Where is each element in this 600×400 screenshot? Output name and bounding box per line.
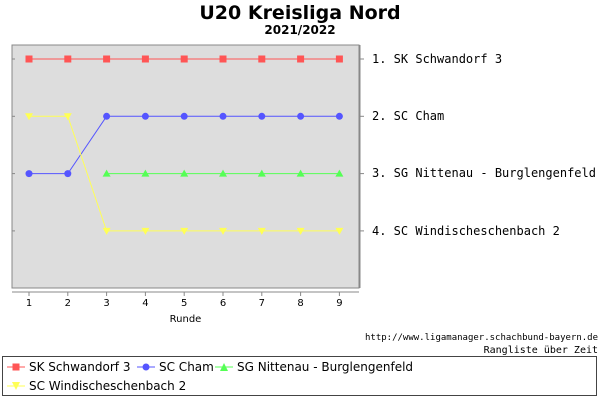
- data-point-sc-windischeschenbach-2: [25, 113, 33, 121]
- legend-circle-marker-icon: [137, 363, 155, 371]
- legend-square-marker-icon: [7, 363, 25, 371]
- data-point-sg-nittenau-burglengenfeld: [296, 169, 305, 177]
- data-point-sg-nittenau-burglengenfeld: [180, 169, 189, 177]
- chart-caption: Rangliste über Zeit: [483, 345, 598, 356]
- data-point-sc-cham: [103, 112, 111, 120]
- line-chart: 1 2 3 4 5 6 7 8 9 Runde: [11, 44, 364, 325]
- legend-item-nittenau: SG Nittenau - Burglengenfeld: [215, 360, 413, 374]
- data-point-sk-schwandorf-3: [297, 55, 305, 63]
- legend-label: SC Windischeschenbach 2: [29, 379, 187, 393]
- data-point-sc-cham: [219, 112, 227, 120]
- x-tick-label: 7: [259, 298, 265, 309]
- data-point-sc-windischeschenbach-2: [102, 227, 111, 235]
- x-tick-label: 2: [65, 298, 71, 309]
- data-point-sc-windischeschenbach-2: [296, 227, 305, 235]
- data-point-sk-schwandorf-3: [219, 55, 227, 63]
- data-point-sc-windischeschenbach-2: [219, 227, 227, 235]
- chart-title: U20 Kreisliga Nord: [199, 2, 401, 24]
- rank-label-4: 4. SC Windischeschenbach 2: [372, 224, 560, 238]
- x-tick-label: 6: [220, 298, 226, 309]
- data-point-sc-cham: [335, 112, 343, 120]
- x-axis-label: Runde: [170, 314, 202, 325]
- data-point-sc-cham: [141, 112, 149, 120]
- legend-item-cham: SC Cham: [137, 360, 214, 374]
- data-point-sg-nittenau-burglengenfeld: [335, 169, 344, 177]
- data-point-sc-cham: [180, 112, 188, 120]
- rank-label-3: 3. SG Nittenau - Burglengenfeld: [372, 166, 596, 180]
- x-tick-label: 1: [26, 298, 32, 309]
- data-point-sk-schwandorf-3: [180, 55, 188, 63]
- legend-triangle-up-marker-icon: [215, 363, 233, 371]
- x-tick-label: 8: [297, 298, 303, 309]
- legend-label: SC Cham: [159, 360, 214, 374]
- legend-item-windischeschenbach: SC Windischeschenbach 2: [7, 379, 186, 393]
- x-tick-label: 5: [181, 298, 187, 309]
- data-point-sc-windischeschenbach-2: [335, 227, 344, 235]
- x-tick-label: 9: [336, 298, 342, 309]
- data-point-sk-schwandorf-3: [258, 55, 266, 63]
- rank-label-1: 1. SK Schwandorf 3: [372, 52, 503, 66]
- data-point-sk-schwandorf-3: [141, 55, 149, 63]
- data-point-sk-schwandorf-3: [25, 55, 33, 63]
- data-point-sc-windischeschenbach-2: [257, 227, 266, 235]
- data-point-sc-cham: [64, 170, 72, 178]
- data-point-sc-cham: [258, 112, 266, 120]
- legend-label: SG Nittenau - Burglengenfeld: [237, 360, 414, 374]
- data-point-sg-nittenau-burglengenfeld: [141, 169, 150, 177]
- legend-triangle-down-marker-icon: [7, 382, 25, 390]
- source-url: http://www.ligamanager.schachbund-bayern…: [365, 333, 598, 343]
- data-point-sg-nittenau-burglengenfeld: [219, 169, 227, 177]
- data-point-sk-schwandorf-3: [335, 55, 343, 63]
- data-point-sc-cham: [297, 112, 305, 120]
- plot-area: [11, 44, 360, 289]
- data-point-sk-schwandorf-3: [103, 55, 111, 63]
- legend-item-schwandorf: SK Schwandorf 3: [7, 360, 130, 374]
- chart-subtitle: 2021/2022: [264, 23, 336, 37]
- data-point-sc-cham: [25, 170, 33, 178]
- data-point-sc-windischeschenbach-2: [180, 227, 189, 235]
- data-point-sk-schwandorf-3: [64, 55, 72, 63]
- x-tick-label: 3: [103, 298, 109, 309]
- x-tick-label: 4: [142, 298, 148, 309]
- data-point-sg-nittenau-burglengenfeld: [257, 169, 266, 177]
- rank-label-2: 2. SC Cham: [372, 109, 445, 123]
- legend: SK Schwandorf 3 SC Cham SG Nittenau - Bu…: [2, 356, 597, 396]
- legend-label: SK Schwandorf 3: [29, 360, 131, 374]
- data-point-sc-windischeschenbach-2: [63, 113, 72, 121]
- data-point-sc-windischeschenbach-2: [141, 227, 150, 235]
- data-point-sg-nittenau-burglengenfeld: [102, 169, 111, 177]
